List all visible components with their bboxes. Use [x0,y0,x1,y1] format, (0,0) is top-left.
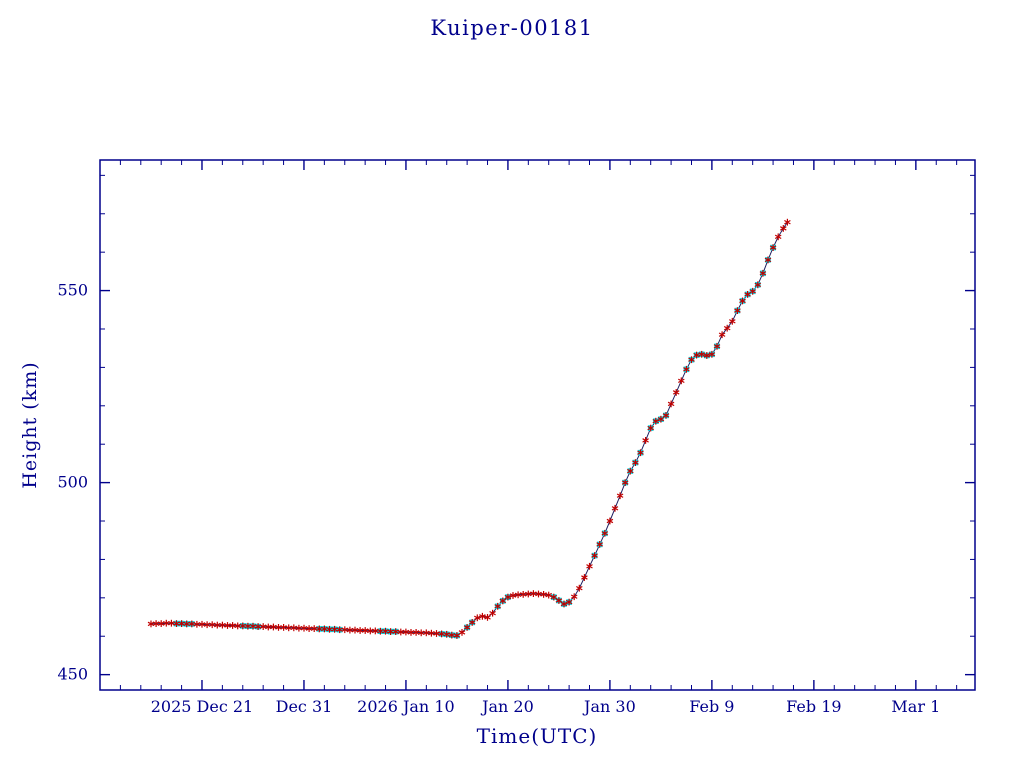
x-tick-label: Feb 9 [689,697,734,716]
cyan-fit-markers [173,244,776,639]
major-ticks [100,160,975,690]
plot-frame [99,159,976,691]
x-tick-label: 2025 Dec 21 [151,697,254,716]
x-tick-label: 2026 Jan 10 [357,697,455,716]
asterisk-markers [147,218,791,639]
chart-title: Kuiper-00181 [430,16,594,40]
x-tick-label: Mar 1 [891,697,940,716]
minor-ticks [99,160,975,690]
y-tick-label: 550 [57,281,88,300]
x-tick-label: Dec 31 [276,697,333,716]
y-tick-label: 500 [57,473,88,492]
x-tick-label: Jan 30 [582,697,636,716]
height-series-line [150,221,788,637]
y-tick-label: 450 [57,665,88,684]
tick-labels: 2025 Dec 21 Dec 31 2026 Jan 10 Jan 20 Jan 30… [57,281,940,716]
x-tick-label: Jan 20 [480,697,534,716]
x-axis-label: Time(UTC) [476,724,598,748]
x-tick-label: Feb 19 [786,697,841,716]
